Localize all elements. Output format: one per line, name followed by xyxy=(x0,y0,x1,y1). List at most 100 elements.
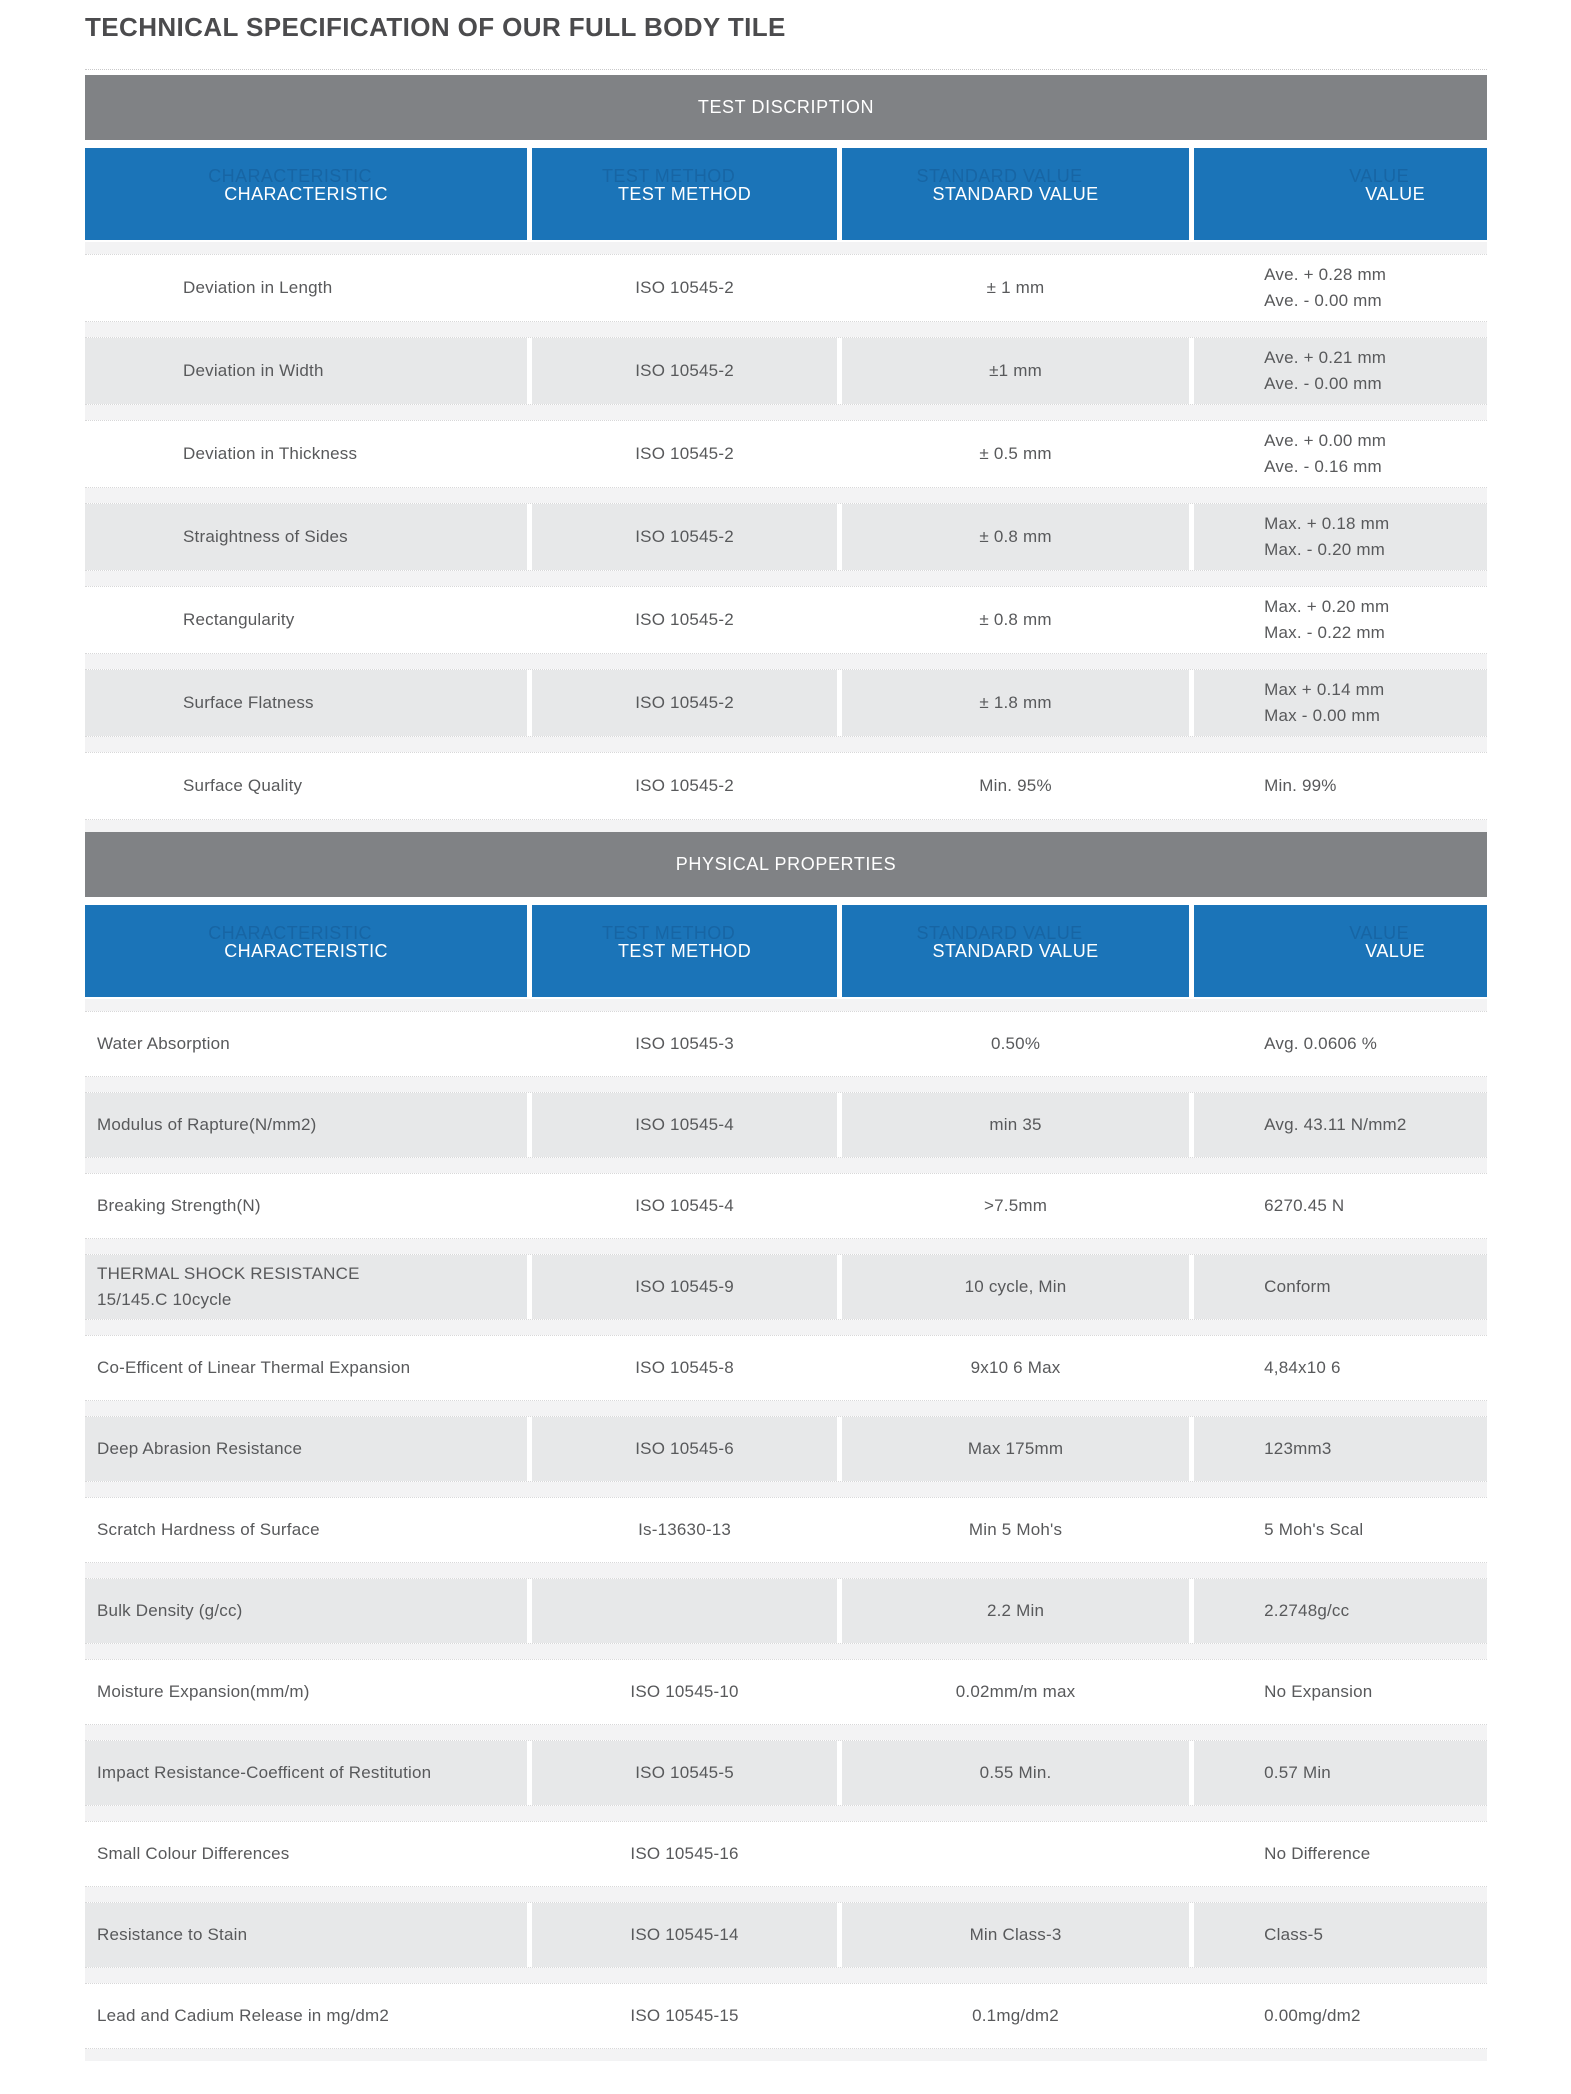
cell-text-line: Max. + 0.18 mm xyxy=(1264,514,1390,533)
cell-text-line: Max. + 0.20 mm xyxy=(1264,597,1390,616)
cell-test-method: Is-13630-13 xyxy=(532,1498,837,1562)
table-row: Water Absorption ISO 10545-3 0.50% Avg. … xyxy=(85,1011,1487,1077)
cell-test-method: ISO 10545-2 xyxy=(532,338,837,404)
cell-text-line: Ave. + 0.21 mm xyxy=(1264,348,1387,367)
table-row: Modulus of Rapture(N/mm2) ISO 10545-4 mi… xyxy=(85,1092,1487,1158)
cell-characteristic: Resistance to Stain xyxy=(85,1903,528,1967)
cell-text-line: ISO 10545-16 xyxy=(630,1844,739,1863)
cell-test-method: ISO 10545-2 xyxy=(532,421,837,487)
cell-text-line: ISO 10545-4 xyxy=(635,1196,734,1215)
cell-text-line: ISO 10545-5 xyxy=(635,1763,734,1782)
cell-characteristic: Straightness of Sides xyxy=(85,504,528,570)
cell-characteristic: Water Absorption xyxy=(85,1012,528,1076)
cell-characteristic: Deviation in Thickness xyxy=(85,421,528,487)
column-header-value-cell: VALUE xyxy=(1194,905,1487,997)
cell-standard-value: 10 cycle, Min xyxy=(841,1255,1190,1319)
cell-value: Ave. + 0.21 mm Ave. - 0.00 mm xyxy=(1194,338,1487,404)
table-row: Deviation in Length ISO 10545-2 ± 1 mm A… xyxy=(85,254,1487,322)
cell-text-line: ISO 10545-2 xyxy=(635,527,734,546)
cell-standard-value: Min. 95% xyxy=(841,753,1190,819)
cell-text-line: 0.02mm/m max xyxy=(955,1682,1076,1701)
table-body: Water Absorption ISO 10545-3 0.50% Avg. … xyxy=(85,999,1487,2061)
cell-standard-value: 0.55 Min. xyxy=(841,1741,1190,1805)
cell-text-line: Max. - 0.22 mm xyxy=(1264,623,1386,642)
cell-text-line: ISO 10545-2 xyxy=(635,444,734,463)
cell-value: 6270.45 N xyxy=(1194,1174,1487,1238)
table-row: Impact Resistance-Coefficent of Restitut… xyxy=(85,1740,1487,1806)
page-title: TECHNICAL SPECIFICATION OF OUR FULL BODY… xyxy=(85,12,786,42)
cell-standard-value: Min Class-3 xyxy=(841,1903,1190,1967)
cell-standard-value: 0.50% xyxy=(841,1012,1190,1076)
cell-text-line: Modulus of Rapture(N/mm2) xyxy=(97,1115,317,1134)
cell-text-line: Max + 0.14 mm xyxy=(1264,680,1385,699)
cell-text-line: THERMAL SHOCK RESISTANCE xyxy=(97,1264,360,1283)
cell-standard-value: ± 0.5 mm xyxy=(841,421,1190,487)
cell-text-line: 9x10 6 Max xyxy=(970,1358,1061,1377)
cell-test-method xyxy=(532,1579,837,1643)
cell-text-line: Small Colour Differences xyxy=(97,1844,290,1863)
cell-text-line: Water Absorption xyxy=(97,1034,230,1053)
cell-text-line: min 35 xyxy=(989,1115,1042,1134)
cell-text-line: Deviation in Length xyxy=(183,278,333,297)
cell-characteristic: Scratch Hardness of Surface xyxy=(85,1498,528,1562)
cell-text-line: ISO 10545-2 xyxy=(635,610,734,629)
cell-text-line: ± 1.8 mm xyxy=(979,693,1052,712)
column-header-characteristic: CHARACTERISTIC xyxy=(224,183,388,204)
cell-text-line: 0.55 Min. xyxy=(979,1763,1052,1782)
cell-text-line: Min 5 Moh's xyxy=(968,1520,1063,1539)
cell-test-method: ISO 10545-2 xyxy=(532,504,837,570)
cell-text-line: Impact Resistance-Coefficent of Restitut… xyxy=(97,1763,432,1782)
cell-characteristic: THERMAL SHOCK RESISTANCE 15/145.C 10cycle xyxy=(85,1255,528,1319)
cell-characteristic: Impact Resistance-Coefficent of Restitut… xyxy=(85,1741,528,1805)
cell-characteristic: Surface Flatness xyxy=(85,670,528,736)
cell-test-method: ISO 10545-5 xyxy=(532,1741,837,1805)
cell-standard-value xyxy=(841,1822,1190,1886)
cell-text-line: Rectangularity xyxy=(183,610,295,629)
cell-value: Avg. 0.0606 % xyxy=(1194,1012,1487,1076)
cell-text-line: ISO 10545-9 xyxy=(635,1277,734,1296)
cell-value: 2.2748g/cc xyxy=(1194,1579,1487,1643)
cell-text-line: ± 0.5 mm xyxy=(979,444,1052,463)
table-row: Rectangularity ISO 10545-2 ± 0.8 mm Max.… xyxy=(85,586,1487,654)
cell-text-line: ISO 10545-4 xyxy=(635,1115,734,1134)
cell-value: 0.00mg/dm2 xyxy=(1194,1984,1487,2048)
table-body: Deviation in Length ISO 10545-2 ± 1 mm A… xyxy=(85,242,1487,832)
cell-text-line: ISO 10545-2 xyxy=(635,278,734,297)
cell-standard-value: ± 1.8 mm xyxy=(841,670,1190,736)
cell-text-line: 0.1mg/dm2 xyxy=(972,2006,1059,2025)
cell-text-line: Max 175mm xyxy=(967,1439,1064,1458)
cell-text-line: 2.2 Min xyxy=(986,1601,1045,1620)
table-row: Scratch Hardness of Surface Is-13630-13 … xyxy=(85,1497,1487,1563)
cell-text-line: Min. 99% xyxy=(1264,776,1337,795)
cell-text-line: Bulk Density (g/cc) xyxy=(97,1601,243,1620)
cell-test-method: ISO 10545-14 xyxy=(532,1903,837,1967)
cell-text-line: 6270.45 N xyxy=(1264,1196,1345,1215)
cell-characteristic: Deviation in Width xyxy=(85,338,528,404)
cell-text-line: Min Class-3 xyxy=(969,1925,1062,1944)
section-heading: TEST DISCRIPTION xyxy=(697,97,875,117)
cell-text-line: 10 cycle, Min xyxy=(964,1277,1067,1296)
cell-value: Ave. + 0.28 mm Ave. - 0.00 mm xyxy=(1194,255,1487,321)
cell-text-line: >7.5mm xyxy=(983,1196,1048,1215)
cell-text-line: Ave. - 0.00 mm xyxy=(1264,374,1382,393)
column-header-test-method-cell: TEST METHOD xyxy=(532,148,837,240)
cell-characteristic: Moisture Expansion(mm/m) xyxy=(85,1660,528,1724)
cell-value: Ave. + 0.00 mm Ave. - 0.16 mm xyxy=(1194,421,1487,487)
section-heading-bar: TEST DISCRIPTION xyxy=(85,75,1487,140)
cell-text-line: Max. - 0.20 mm xyxy=(1264,540,1386,559)
spec-tables: TEST DISCRIPTION CHARACTERISTIC TEST MET… xyxy=(85,69,1487,2061)
cell-test-method: ISO 10545-3 xyxy=(532,1012,837,1076)
table-row: Resistance to Stain ISO 10545-14 Min Cla… xyxy=(85,1902,1487,1968)
column-header-characteristic: CHARACTERISTIC xyxy=(224,940,388,961)
table-row: THERMAL SHOCK RESISTANCE 15/145.C 10cycle… xyxy=(85,1254,1487,1320)
cell-value: Avg. 43.11 N/mm2 xyxy=(1194,1093,1487,1157)
cell-text-line: No Difference xyxy=(1264,1844,1371,1863)
cell-text-line: Ave. - 0.00 mm xyxy=(1264,291,1382,310)
cell-text-line: 0.57 Min xyxy=(1264,1763,1331,1782)
section-heading: PHYSICAL PROPERTIES xyxy=(675,854,897,874)
column-header-value-cell: VALUE xyxy=(1194,148,1487,240)
cell-standard-value: Max 175mm xyxy=(841,1417,1190,1481)
cell-test-method: ISO 10545-4 xyxy=(532,1093,837,1157)
cell-text-line: Moisture Expansion(mm/m) xyxy=(97,1682,310,1701)
